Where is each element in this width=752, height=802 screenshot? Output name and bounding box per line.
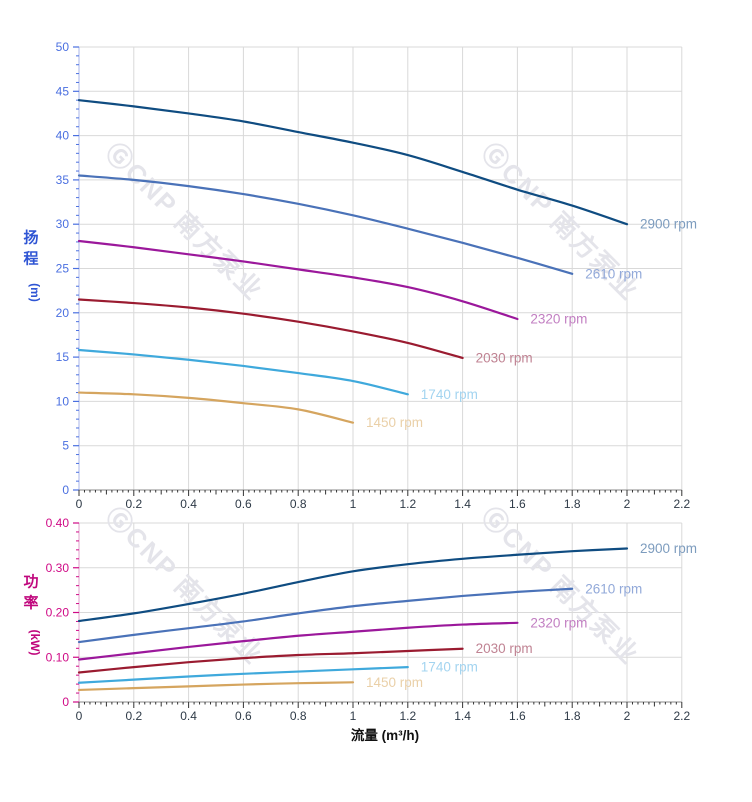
y-tick-label: 40 xyxy=(56,129,70,143)
x-tick-label: 0 xyxy=(76,497,83,511)
y-tick-label: 0.20 xyxy=(46,606,70,620)
curve-label-2320-rpm: 2320 rpm xyxy=(530,312,587,327)
x-tick-label: 1.6 xyxy=(509,497,526,511)
y-tick-label: 30 xyxy=(56,217,70,231)
y-tick-label: 15 xyxy=(56,350,70,364)
chart-1: 0 0.10 0.20 0.30 0.40 0 0.2 0.4 0.6 0.8 1 1.2 1.4 1.6… xyxy=(23,516,697,743)
curve-label-2900-rpm: 2900 rpm xyxy=(640,541,697,556)
y-tick-label: 45 xyxy=(56,84,70,98)
x-tick-label: 0.2 xyxy=(125,709,142,723)
x-tick-label: 0.8 xyxy=(290,709,307,723)
x-tick-label: 1.8 xyxy=(564,709,581,723)
x-tick-label: 1 xyxy=(350,709,357,723)
x-tick-label: 0.4 xyxy=(180,497,197,511)
x-tick-label: 1 xyxy=(350,497,357,511)
curve-label-1740-rpm: 1740 rpm xyxy=(421,387,478,402)
y-tick-label: 35 xyxy=(56,173,70,187)
y-tick-label: 0 xyxy=(62,695,69,709)
curve-1450-rpm xyxy=(77,681,355,692)
y-tick-label: 0 xyxy=(62,483,69,497)
y-tick-label: 5 xyxy=(62,439,69,453)
curve-2320-rpm xyxy=(77,621,519,661)
y-tick-label: 50 xyxy=(56,40,70,54)
y-axis-title: 扬程 (m) xyxy=(23,229,42,302)
x-tick-label: 2.2 xyxy=(673,709,690,723)
curve-2320-rpm xyxy=(77,239,519,321)
curve-2610-rpm xyxy=(77,174,574,275)
y-axis-title-char: 扬 xyxy=(23,229,38,247)
x-tick-label: 2 xyxy=(624,709,631,723)
y-axis-title-char: 程 xyxy=(23,251,38,268)
x-tick-label: 0.4 xyxy=(180,709,197,723)
y-tick-label: 0.40 xyxy=(46,516,70,530)
x-tick-label: 0.6 xyxy=(235,497,252,511)
curve-1740-rpm xyxy=(77,348,409,396)
y-tick-label: 20 xyxy=(56,306,70,320)
chart-0: 0 5 10 15 20 25 30 35 40 45 50 0 0.2 0.4 0.6 0.8 1 1.2 1.4… xyxy=(23,40,697,511)
x-tick-label: 1.4 xyxy=(454,709,471,723)
curve-label-2610-rpm: 2610 rpm xyxy=(585,581,642,596)
curve-label-2900-rpm: 2900 rpm xyxy=(640,217,697,232)
curve-label-1450-rpm: 1450 rpm xyxy=(366,675,423,690)
x-axis-title: 流量 (m³/h) xyxy=(351,727,419,743)
curve-label-1450-rpm: 1450 rpm xyxy=(366,415,423,430)
y-tick-label: 0.30 xyxy=(46,561,70,575)
x-tick-label: 1.4 xyxy=(454,497,471,511)
x-tick-label: 1.2 xyxy=(399,709,416,723)
curve-label-2030-rpm: 2030 rpm xyxy=(476,350,533,365)
x-tick-label: 0.2 xyxy=(125,497,142,511)
curve-2030-rpm xyxy=(77,647,464,674)
x-tick-label: 1.8 xyxy=(564,497,581,511)
curve-label-2320-rpm: 2320 rpm xyxy=(530,615,587,630)
curve-label-2610-rpm: 2610 rpm xyxy=(585,266,642,281)
curve-label-2030-rpm: 2030 rpm xyxy=(476,641,533,656)
curve-2030-rpm xyxy=(77,298,464,360)
curve-2900-rpm xyxy=(77,99,629,226)
x-tick-label: 2.2 xyxy=(673,497,690,511)
y-axis-title: 功率 (kW) xyxy=(23,574,42,656)
x-tick-label: 0.6 xyxy=(235,709,252,723)
curve-label-1740-rpm: 1740 rpm xyxy=(421,660,478,675)
x-tick-label: 0 xyxy=(76,709,83,723)
y-tick-label: 0.10 xyxy=(46,650,70,664)
x-tick-label: 0.8 xyxy=(290,497,307,511)
y-tick-label: 10 xyxy=(56,394,70,408)
y-axis-title-char: 功 xyxy=(23,574,38,591)
y-axis-title-char: 率 xyxy=(23,594,38,612)
x-tick-label: 1.6 xyxy=(509,709,526,723)
x-tick-label: 1.2 xyxy=(399,497,416,511)
x-tick-label: 2 xyxy=(624,497,631,511)
curve-1450-rpm xyxy=(77,391,355,424)
curve-2900-rpm xyxy=(77,547,629,623)
y-tick-label: 25 xyxy=(56,262,70,276)
curve-1740-rpm xyxy=(77,666,409,684)
y-axis-title-unit: (kW) xyxy=(28,630,42,656)
curve-2610-rpm xyxy=(77,587,574,644)
y-axis-title-unit: (m) xyxy=(28,283,42,302)
